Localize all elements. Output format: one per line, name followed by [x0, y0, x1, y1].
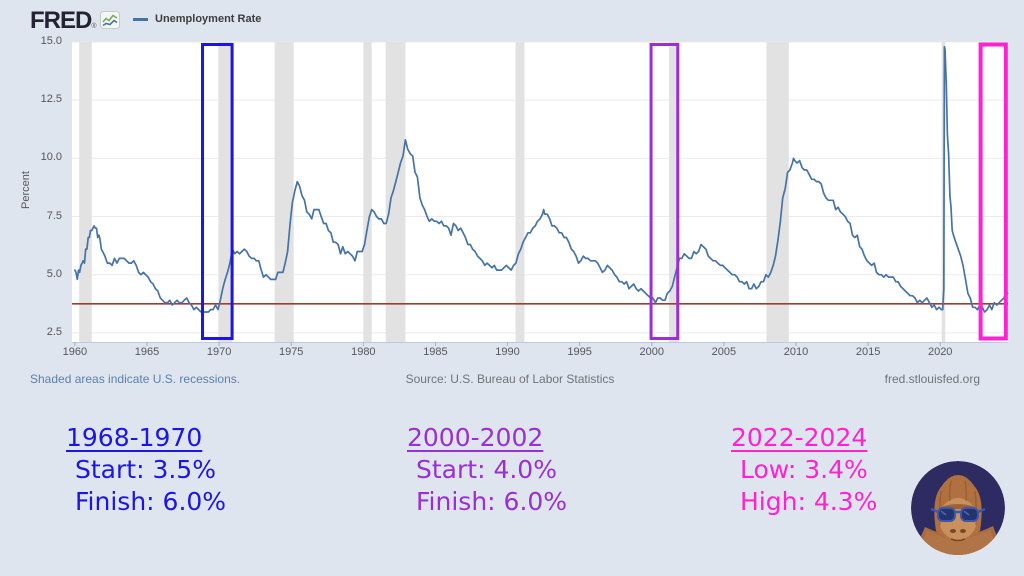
- x-tick-label: 2020: [927, 346, 953, 358]
- fred-site-link[interactable]: fred.stlouisfed.org: [884, 372, 980, 386]
- y-tick-label: 2.5: [46, 325, 62, 338]
- x-tick-label: 1985: [423, 346, 448, 358]
- fred-logo-chart-icon: [100, 11, 120, 29]
- recession-band: [363, 42, 372, 342]
- annotation-high-value: High: 4.3%: [740, 487, 878, 516]
- recession-band: [669, 42, 680, 342]
- gorilla-avatar: [911, 461, 1005, 555]
- highlight-box-1968-1970: [201, 43, 234, 340]
- y-tick-label: 10.0: [40, 151, 62, 164]
- legend-series-label: Unemployment Rate: [155, 13, 262, 25]
- recession-band: [79, 42, 92, 342]
- x-tick-label: 2015: [855, 346, 881, 358]
- chart-legend: Unemployment Rate: [133, 13, 261, 25]
- x-tick-label: 1960: [62, 346, 88, 358]
- x-tick-label: 1990: [495, 346, 520, 358]
- x-tick-label: 1970: [206, 346, 232, 358]
- recession-note: Shaded areas indicate U.S. recessions.: [30, 372, 241, 386]
- y-tick-label: 12.5: [40, 93, 62, 106]
- annotation-card-2000-2002: 2000-2002 Start: 4.0% Finish: 6.0%: [407, 422, 567, 518]
- annotation-card-1968-1970: 1968-1970 Start: 3.5% Finish: 6.0%: [66, 422, 226, 518]
- recession-band: [766, 42, 789, 342]
- recession-band: [515, 42, 525, 342]
- registered-mark: ®: [91, 23, 97, 30]
- annotation-finish-value: Finish: 6.0%: [416, 487, 568, 516]
- recession-band: [385, 42, 406, 342]
- x-tick-label: 2010: [783, 346, 809, 358]
- unemployment-rate-chart[interactable]: [72, 41, 1009, 348]
- annotation-start-value: Start: 4.0%: [416, 455, 557, 484]
- x-tick-label: 1995: [567, 346, 592, 358]
- recession-band: [274, 42, 294, 342]
- x-tick-label: 1975: [278, 346, 304, 358]
- source-note: Source: U.S. Bureau of Labor Statistics: [405, 372, 615, 386]
- annotation-finish-value: Finish: 6.0%: [75, 487, 227, 516]
- x-tick-label: 1965: [134, 346, 160, 358]
- legend-line-icon: [133, 17, 148, 21]
- annotation-start-value: Start: 3.5%: [75, 455, 216, 484]
- y-tick-label: 15.0: [40, 35, 62, 47]
- annotation-title: 2000-2002: [407, 423, 544, 452]
- plot-background: [72, 42, 1008, 342]
- x-tick-label: 2000: [639, 346, 664, 358]
- annotation-title: 2022-2024: [731, 423, 868, 452]
- annotation-card-2022-2024: 2022-2024 Low: 3.4% High: 4.3%: [731, 422, 877, 518]
- y-tick-label: 5.0: [46, 267, 62, 280]
- y-axis-title: Percent: [20, 171, 32, 209]
- fred-logo: FRED®: [30, 7, 97, 35]
- fred-logo-text: FRED: [30, 7, 92, 34]
- annotation-low-value: Low: 3.4%: [740, 455, 868, 484]
- highlight-box-2022-2024: [978, 42, 1008, 341]
- highlight-box-2000-2002: [649, 43, 680, 340]
- annotation-title: 1968-1970: [66, 423, 203, 452]
- x-tick-label: 2005: [711, 346, 737, 358]
- y-tick-label: 7.5: [46, 209, 62, 222]
- x-tick-label: 1980: [351, 346, 376, 358]
- unemployment-line: [74, 45, 1009, 313]
